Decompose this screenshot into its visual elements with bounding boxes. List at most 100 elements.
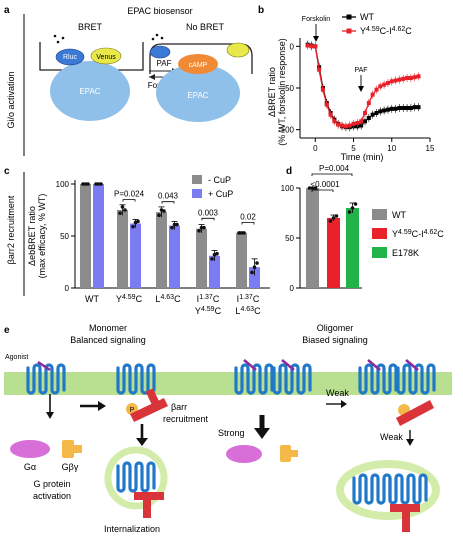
- weak-arrow-2-head: [406, 439, 414, 446]
- bar-minus-cup: [196, 228, 207, 288]
- series-point: [328, 112, 333, 117]
- paf-marker-label: PAF: [354, 67, 367, 74]
- x-tick-label: 15: [426, 144, 435, 153]
- sig-bracket-top: [311, 173, 353, 176]
- y-tick-label: 0: [65, 284, 70, 293]
- panel-d-y-ticks: 100 50 0: [281, 184, 300, 293]
- y-tick-label: 50: [60, 232, 69, 241]
- bar-point: [199, 225, 204, 230]
- series-point: [351, 121, 356, 126]
- monomer-title: Monomer: [89, 323, 127, 333]
- arrestin-internal-arm: [143, 500, 151, 518]
- x-tick-label: 10: [387, 144, 396, 153]
- legend-plus-cup-swatch: [192, 189, 202, 198]
- panel-a: a Gi/o activation EPAC biosensor BRET No…: [4, 5, 253, 156]
- bar-point: [255, 261, 259, 265]
- barr-label-2: recruitment: [163, 414, 209, 424]
- sig-bracket-bottom: [311, 189, 334, 192]
- arrow-to-phosphorylated-head: [98, 401, 106, 411]
- endosome-monomer: [104, 446, 168, 518]
- series-point: [363, 111, 367, 115]
- y-tick-label: 0: [290, 284, 295, 293]
- series-point: [378, 109, 383, 114]
- paf-label: PAF: [157, 59, 172, 68]
- ggamma-block-oligomer: [291, 450, 298, 457]
- arrestin-arm: [145, 388, 163, 412]
- series-point: [405, 106, 410, 110]
- bar-point: [353, 202, 358, 206]
- bar-point: [334, 214, 339, 218]
- y-tick-label: 50: [285, 234, 294, 243]
- panel-a-bret-label: BRET: [78, 22, 103, 32]
- panel-d-bars: [306, 186, 359, 288]
- panel-c-significance: P=0.024 0.043 0.003 0.02: [114, 190, 256, 225]
- series-point: [408, 106, 413, 110]
- panel-a-side-label: Gi/o activation: [6, 71, 16, 128]
- epac-domain-active: [156, 64, 240, 122]
- strong-arrow-head: [254, 428, 270, 439]
- bar-point: [307, 186, 312, 190]
- arrestin-internal-bar: [134, 492, 164, 500]
- legend-minus-cup-label: - CuP: [208, 175, 231, 185]
- sig-bracket: [241, 222, 255, 225]
- y-tick-label: 100: [281, 184, 295, 193]
- category-l463c: L4.63C: [155, 294, 181, 304]
- gbeta-block: [62, 440, 74, 458]
- legend-e178k-swatch: [372, 247, 387, 258]
- legend-mut-label: Y4.59C-I4.62C: [392, 229, 444, 239]
- series-point: [317, 67, 322, 72]
- panel-a-letter: a: [4, 5, 10, 16]
- panel-b-letter: b: [258, 5, 264, 16]
- bar-1: [327, 218, 340, 288]
- bar-point: [170, 225, 174, 230]
- series-point: [397, 77, 402, 82]
- forskolin-marker-label: Forskolin: [302, 16, 331, 23]
- agonist-ligand: [281, 359, 295, 371]
- series-point: [359, 123, 364, 128]
- panel-b: b ΔBRET ratio (% WT, forskolin response)…: [258, 5, 435, 162]
- bar-point: [96, 182, 101, 186]
- weak-arrow-1-head: [341, 400, 347, 408]
- series-point: [385, 107, 390, 112]
- panel-c-ylabel-line2: (max efficacy, % WT): [37, 194, 47, 279]
- y-tick-label: -100: [278, 126, 295, 135]
- series-point: [332, 119, 337, 124]
- series-point: [320, 87, 325, 92]
- sig-wt-vs-mut: <0.0001: [310, 180, 340, 189]
- internalization-label: Internalization: [104, 524, 160, 534]
- bar-point: [131, 224, 135, 229]
- bar-point: [162, 209, 166, 213]
- panel-a-title: EPAC biosensor: [127, 6, 192, 16]
- series-point: [389, 79, 394, 84]
- bar-0: [306, 188, 319, 288]
- sig-bracket: [201, 217, 215, 221]
- camp-molecule: [178, 54, 218, 74]
- panel-b-series: [305, 40, 421, 132]
- panel-b-xlabel: Time (min): [341, 152, 384, 162]
- arrestin-internal-arm-oligomer: [402, 512, 410, 532]
- agonist-label: Agonist: [5, 354, 28, 361]
- endosome-oligomer: [336, 460, 440, 532]
- venus-protein: [90, 47, 122, 65]
- series-point: [416, 105, 421, 110]
- bar-point: [350, 206, 355, 210]
- epac-label: EPAC: [79, 87, 100, 96]
- panel-c-y-ticks: 100 50 0: [56, 180, 75, 293]
- bar-point: [328, 219, 333, 223]
- bar-minus-cup: [117, 210, 128, 288]
- bar-point: [237, 231, 241, 235]
- x-tick-label: 0: [313, 144, 318, 153]
- bar-point: [215, 251, 219, 256]
- epac-sensor-nobret: EPAC cAMP: [149, 33, 253, 122]
- series-point: [382, 82, 387, 87]
- series-point: [305, 43, 310, 48]
- series-point: [366, 116, 371, 120]
- series-point: [385, 81, 390, 85]
- oligomer-receptor: [234, 359, 312, 395]
- panel-b-x-ticks: 0 5 10 15: [313, 138, 435, 153]
- panel-b-legend: WT Y4.59C-I4.62C: [342, 12, 412, 36]
- agonist-ligand: [405, 359, 419, 371]
- legend-minus-cup-swatch: [192, 175, 202, 184]
- panel-d-legend: WT Y4.59C-I4.62C E178K: [372, 209, 444, 258]
- series-point: [374, 87, 379, 92]
